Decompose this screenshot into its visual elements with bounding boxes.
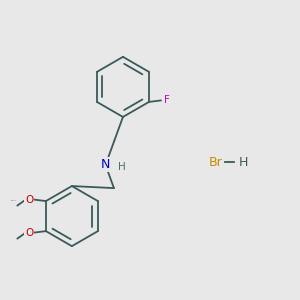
Text: H: H [118,162,126,172]
Text: H: H [238,155,248,169]
Text: N: N [101,158,110,171]
Text: F: F [164,95,170,105]
Text: Br: Br [209,155,223,169]
Text: O: O [25,195,34,205]
Text: methoxy: methoxy [11,200,17,201]
Text: O: O [25,228,34,238]
